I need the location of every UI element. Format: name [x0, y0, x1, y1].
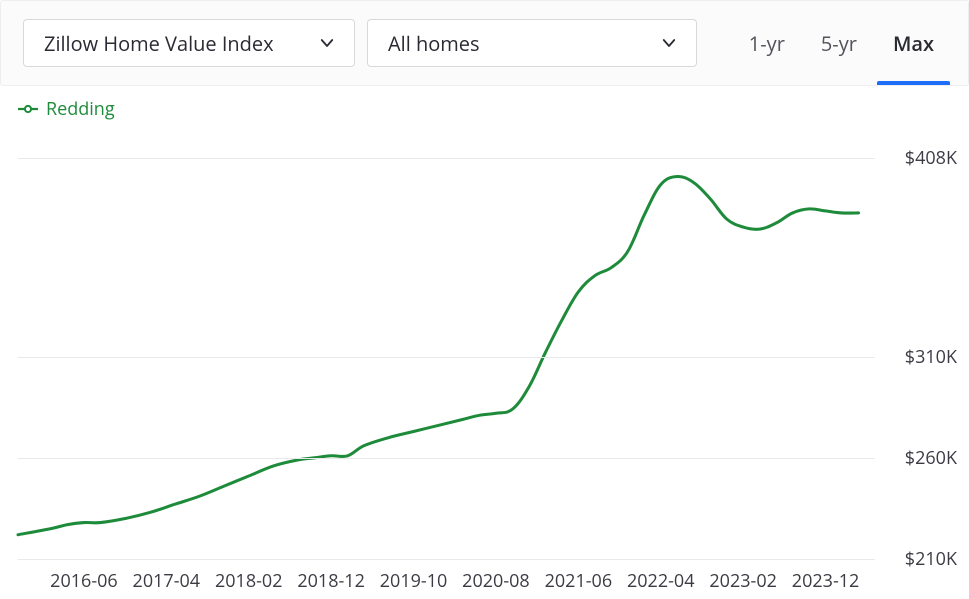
- line-chart-svg: [18, 134, 875, 559]
- gridline: [18, 158, 875, 159]
- x-axis-label: 2018-02: [215, 569, 283, 593]
- x-axis-label: 2017-04: [133, 569, 201, 593]
- range-tab-label: 5-yr: [821, 30, 857, 57]
- x-axis-label: 2019-10: [380, 569, 448, 593]
- plot-area: [18, 134, 875, 559]
- x-axis-label: 2023-02: [709, 569, 777, 593]
- filter-dropdown-label: All homes: [388, 30, 480, 57]
- y-axis-label: $210K: [905, 547, 957, 571]
- x-axis: 2016-06 2017-04 2018-02 2018-12 2019-10 2020-…: [18, 563, 875, 599]
- range-tab-label: 1-yr: [749, 30, 785, 57]
- controls-bar: Zillow Home Value Index All homes 1-yr 5-…: [0, 0, 969, 86]
- chart: $408K $310K $260K $210K 2016-06 2017-04 2018-…: [0, 122, 969, 599]
- chart-legend: Redding: [0, 86, 969, 122]
- range-tab-5yr[interactable]: 5-yr: [803, 19, 875, 67]
- x-axis-label: 2021-06: [545, 569, 613, 593]
- x-axis-label: 2018-12: [297, 569, 365, 593]
- x-axis-label: 2023-12: [792, 569, 860, 593]
- range-tab-1yr[interactable]: 1-yr: [731, 19, 803, 67]
- metric-dropdown[interactable]: Zillow Home Value Index: [23, 19, 355, 67]
- gridline: [18, 559, 875, 560]
- gridline: [18, 357, 875, 358]
- series-line: [18, 176, 859, 534]
- x-axis-label: 2016-06: [50, 569, 118, 593]
- legend-marker-icon: [18, 103, 38, 115]
- y-axis-label: $408K: [905, 146, 957, 170]
- y-axis-label: $310K: [905, 345, 957, 369]
- y-axis-label: $260K: [905, 446, 957, 470]
- range-tabs: 1-yr 5-yr Max: [731, 19, 952, 67]
- metric-dropdown-label: Zillow Home Value Index: [44, 30, 274, 57]
- y-axis: $408K$310K$260K$210K: [881, 134, 957, 559]
- filter-dropdown[interactable]: All homes: [367, 19, 697, 67]
- chevron-down-icon: [318, 34, 336, 52]
- x-axis-label: 2022-04: [627, 569, 695, 593]
- gridline: [18, 458, 875, 459]
- range-tab-max[interactable]: Max: [875, 19, 952, 67]
- legend-series-label: Redding: [46, 97, 115, 121]
- x-axis-label: 2020-08: [462, 569, 530, 593]
- chevron-down-icon: [660, 34, 678, 52]
- range-tab-label: Max: [893, 30, 934, 57]
